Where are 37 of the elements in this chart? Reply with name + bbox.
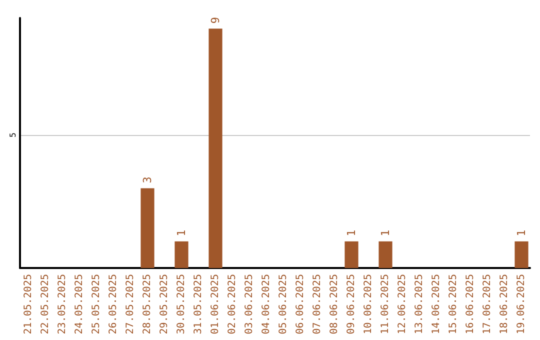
x-tick-label: 10.06.2025	[363, 274, 374, 334]
x-tick-label: 26.05.2025	[108, 274, 119, 334]
data-label: 1	[515, 230, 528, 236]
x-tick-label: 23.05.2025	[57, 274, 68, 334]
x-tick-label: 01.06.2025	[210, 274, 221, 334]
data-label: 9	[209, 17, 222, 24]
x-tick-label: 04.06.2025	[261, 274, 272, 334]
y-tick-label: 5	[8, 132, 18, 138]
x-tick-label: 19.06.2025	[516, 274, 527, 334]
data-label: 1	[175, 230, 188, 236]
x-tick-label: 30.05.2025	[176, 274, 187, 334]
x-tick-label: 16.06.2025	[465, 274, 476, 334]
x-tick-label: 25.05.2025	[91, 274, 102, 334]
x-tick-label: 02.06.2025	[227, 274, 238, 334]
x-tick-label: 11.06.2025	[380, 274, 391, 334]
x-tick-label: 28.05.2025	[142, 274, 153, 334]
x-tick-label: 08.06.2025	[329, 274, 340, 334]
x-tick-label: 18.06.2025	[499, 274, 510, 334]
x-tick-label: 27.05.2025	[125, 274, 136, 334]
x-tick-label: 06.06.2025	[295, 274, 306, 334]
x-tick-label: 31.05.2025	[193, 274, 204, 334]
x-tick-label: 21.05.2025	[23, 274, 34, 334]
data-label: 1	[345, 230, 358, 236]
x-tick-label: 22.05.2025	[40, 274, 51, 334]
x-tick-label: 29.05.2025	[159, 274, 170, 334]
x-tick-label: 13.06.2025	[414, 274, 425, 334]
x-tick-label: 07.06.2025	[312, 274, 323, 334]
x-tick-label: 09.06.2025	[346, 274, 357, 334]
x-tick-label: 05.06.2025	[278, 274, 289, 334]
x-tick-label: 12.06.2025	[397, 274, 408, 334]
x-tick-label: 17.06.2025	[482, 274, 493, 334]
x-tick-label: 15.06.2025	[448, 274, 459, 334]
data-label: 1	[379, 230, 392, 236]
data-label: 3	[141, 176, 154, 184]
x-tick-label: 24.05.2025	[74, 274, 85, 334]
x-tick-label: 03.06.2025	[244, 274, 255, 334]
x-tick-label: 14.06.2025	[431, 274, 442, 334]
